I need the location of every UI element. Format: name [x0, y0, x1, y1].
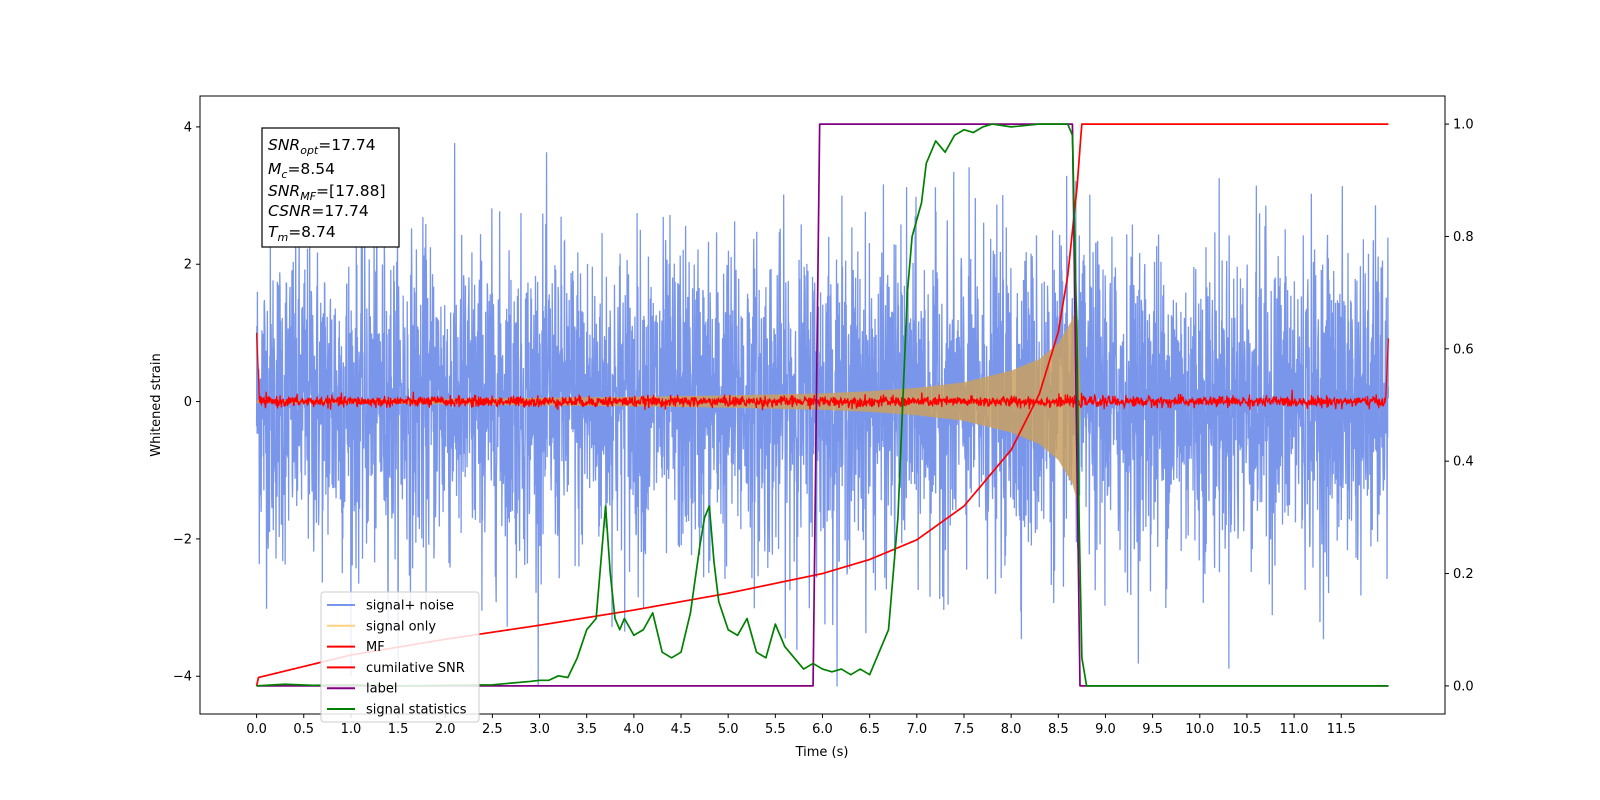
- annotation-tm: Tm=8.74: [268, 223, 336, 244]
- annotation-csnr: CSNR=17.74: [268, 202, 369, 220]
- y2-tick-label: 0.6: [1453, 342, 1474, 357]
- series-signal-statistics: [256, 123, 1389, 687]
- x-tick-label: 2.0: [435, 722, 456, 737]
- legend-label-signal-only: signal only: [366, 619, 436, 634]
- x-tick-label: 6.0: [812, 722, 833, 737]
- x-tick-label: 5.5: [765, 722, 786, 737]
- y-axis-ticks: −4 −2 0 2 4: [173, 120, 200, 685]
- legend-label-signal-noise: signal+ noise: [366, 599, 454, 614]
- series-mf: [255, 332, 1390, 411]
- annotation-mc: Mc=8.54: [268, 160, 335, 181]
- annotation-snr-mf: SNRMF=[17.88]: [268, 182, 386, 203]
- y-tick-label: −2: [173, 532, 192, 547]
- x-tick-label: 6.5: [859, 722, 880, 737]
- y2-tick-label: 0.8: [1453, 230, 1474, 245]
- y-axis-label: Whitened strain: [149, 353, 164, 456]
- x-tick-label: 11.0: [1280, 722, 1309, 737]
- x-tick-label: 4.5: [671, 722, 692, 737]
- x-tick-label: 4.0: [624, 722, 645, 737]
- x-tick-label: 8.5: [1048, 722, 1069, 737]
- x-tick-label: 10.0: [1185, 722, 1214, 737]
- legend-label-mf: MF: [366, 640, 385, 655]
- y2-tick-label: 0.2: [1453, 567, 1474, 582]
- x-tick-label: 2.5: [482, 722, 503, 737]
- x-tick-label: 3.5: [576, 722, 597, 737]
- x-tick-label: 5.0: [718, 722, 739, 737]
- legend-frame: [320, 591, 480, 723]
- x-tick-label: 9.0: [1095, 722, 1116, 737]
- annotation-snr-opt: SNRopt=17.74: [268, 136, 376, 157]
- y-tick-label: 2: [184, 258, 192, 273]
- legend-label-cumilative-snr: cumilative SNR: [366, 661, 465, 676]
- x-tick-label: 11.5: [1327, 722, 1356, 737]
- x-tick-label: 1.5: [388, 722, 409, 737]
- x-tick-label: 0.0: [246, 722, 267, 737]
- stats-annotation-box: SNRopt=17.74 Mc=8.54 SNRMF=[17.88] CSNR=…: [261, 127, 400, 248]
- legend-label-label: label: [366, 682, 397, 697]
- x-tick-label: 7.5: [954, 722, 975, 737]
- y-tick-label: 4: [184, 120, 192, 135]
- y2-axis-ticks: 0.0 0.2 0.4 0.6 0.8 1.0: [1445, 118, 1474, 694]
- x-tick-label: 0.5: [293, 722, 314, 737]
- y2-tick-label: 0.4: [1453, 455, 1474, 470]
- x-tick-label: 8.0: [1001, 722, 1022, 737]
- x-tick-label: 10.5: [1232, 722, 1261, 737]
- y2-tick-label: 0.0: [1453, 679, 1474, 694]
- y2-tick-label: 1.0: [1453, 118, 1474, 133]
- legend: signal+ noise signal only MF cumilative SNR…: [320, 591, 480, 723]
- x-axis-label: Time (s): [795, 745, 849, 760]
- y-tick-label: −4: [173, 670, 192, 685]
- annotation-frame: [261, 127, 400, 248]
- legend-label-signal-statistics: signal statistics: [366, 703, 467, 718]
- y-tick-label: 0: [184, 395, 192, 410]
- x-axis-ticks: 0.0 0.5 1.0 1.5 2.0 2.5 3.0 3.5 4.0 4.5 5.0 5.5 6.0 6…: [246, 714, 1356, 737]
- x-tick-label: 9.5: [1142, 722, 1163, 737]
- x-tick-label: 7.0: [906, 722, 927, 737]
- x-tick-label: 1.0: [341, 722, 362, 737]
- x-tick-label: 3.0: [529, 722, 550, 737]
